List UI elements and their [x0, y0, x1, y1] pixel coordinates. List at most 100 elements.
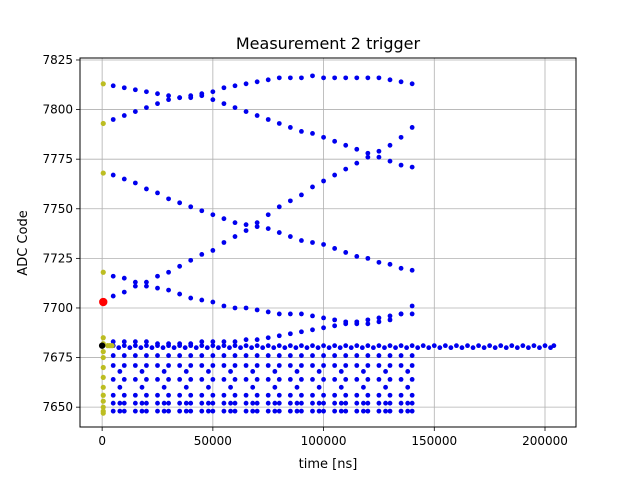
blue-data-point [332, 376, 338, 382]
blue-data-point [221, 400, 227, 406]
blue-data-point [293, 345, 299, 351]
blue-data-point [221, 85, 227, 91]
blue-data-point [260, 345, 266, 351]
blue-data-point [299, 363, 304, 368]
blue-data-point [354, 363, 360, 368]
blue-data-point [183, 400, 189, 406]
blue-data-point [316, 400, 322, 406]
blue-data-point [332, 392, 338, 398]
blue-data-point [294, 384, 300, 390]
blue-data-point [332, 138, 338, 144]
blue-data-point [110, 172, 116, 178]
blue-data-point [294, 369, 300, 374]
blue-data-point [155, 101, 160, 107]
blue-data-point [299, 408, 304, 414]
blue-data-point [321, 178, 326, 184]
blue-data-point [316, 384, 322, 390]
blue-data-point [110, 293, 116, 299]
blue-data-point [420, 343, 426, 349]
blue-data-point [361, 369, 366, 374]
blue-data-point [276, 408, 282, 414]
blue-data-point [409, 125, 415, 130]
blue-data-point [465, 343, 470, 349]
blue-data-point [132, 363, 138, 368]
blue-data-point [155, 392, 160, 398]
blue-data-point [110, 400, 116, 406]
blue-data-point [232, 339, 238, 345]
blue-data-point [243, 222, 249, 228]
blue-data-point [492, 345, 498, 351]
blue-data-point [310, 392, 315, 398]
blue-data-point [287, 234, 293, 239]
blue-data-point [243, 228, 249, 233]
blue-data-point [343, 400, 349, 406]
blue-data-point [321, 325, 326, 331]
blue-data-point [476, 343, 481, 349]
blue-data-point [332, 75, 338, 81]
blue-data-point [326, 345, 332, 351]
blue-data-point [387, 392, 393, 398]
blue-data-point [365, 376, 371, 382]
blue-data-point [161, 384, 167, 390]
yellow-data-point [100, 392, 106, 398]
blue-data-point [206, 369, 211, 374]
blue-data-point [299, 238, 304, 243]
blue-data-point [398, 79, 404, 85]
blue-data-point [117, 369, 123, 374]
blue-data-point [188, 204, 194, 210]
blue-data-point [343, 166, 349, 172]
blue-data-point [405, 369, 411, 374]
blue-data-point [177, 376, 183, 382]
blue-data-point [238, 345, 243, 351]
yellow-data-point [100, 335, 106, 341]
blue-data-point [254, 113, 260, 118]
gridlines [80, 58, 576, 427]
yellow-data-point [100, 349, 106, 355]
blue-data-point [398, 376, 404, 382]
blue-data-point [454, 343, 459, 349]
blue-data-point [359, 345, 365, 351]
blue-data-point [243, 81, 249, 87]
blue-data-point [110, 408, 116, 414]
blue-data-point [183, 384, 189, 390]
blue-data-point [398, 353, 404, 358]
blue-data-point [254, 353, 260, 358]
blue-data-point [310, 363, 315, 368]
blue-data-point [276, 376, 282, 382]
blue-data-point [276, 333, 282, 339]
blue-data-point [188, 353, 194, 358]
blue-data-point [166, 196, 171, 202]
blue-data-point [387, 317, 393, 323]
blue-data-point [199, 363, 205, 368]
blue-data-point [232, 343, 238, 349]
blue-data-point [354, 376, 360, 382]
blue-data-point [343, 321, 349, 327]
blue-data-point [299, 343, 304, 349]
blue-data-point [398, 265, 404, 271]
blue-data-point [166, 353, 171, 358]
blue-data-point [210, 363, 216, 368]
blue-data-point [376, 315, 382, 321]
blue-data-point [116, 345, 122, 351]
blue-data-point [376, 154, 382, 160]
blue-data-point [177, 400, 183, 406]
blue-data-point [254, 376, 260, 382]
blue-data-point [310, 73, 315, 79]
blue-data-point [321, 376, 326, 382]
x-tick-label: 150000 [411, 434, 457, 448]
blue-data-point [160, 345, 166, 351]
blue-data-point [243, 408, 249, 414]
blue-data-point [294, 408, 300, 414]
blue-data-point [265, 212, 271, 218]
blue-data-point [409, 400, 415, 406]
blue-data-point [177, 392, 183, 398]
blue-data-point [299, 329, 304, 335]
blue-data-point [272, 384, 278, 390]
blue-data-point [409, 267, 415, 273]
blue-data-point [470, 345, 476, 351]
blue-data-point [121, 289, 127, 295]
blue-data-point [221, 353, 227, 358]
blue-data-point [110, 363, 116, 368]
blue-data-point [188, 376, 194, 382]
